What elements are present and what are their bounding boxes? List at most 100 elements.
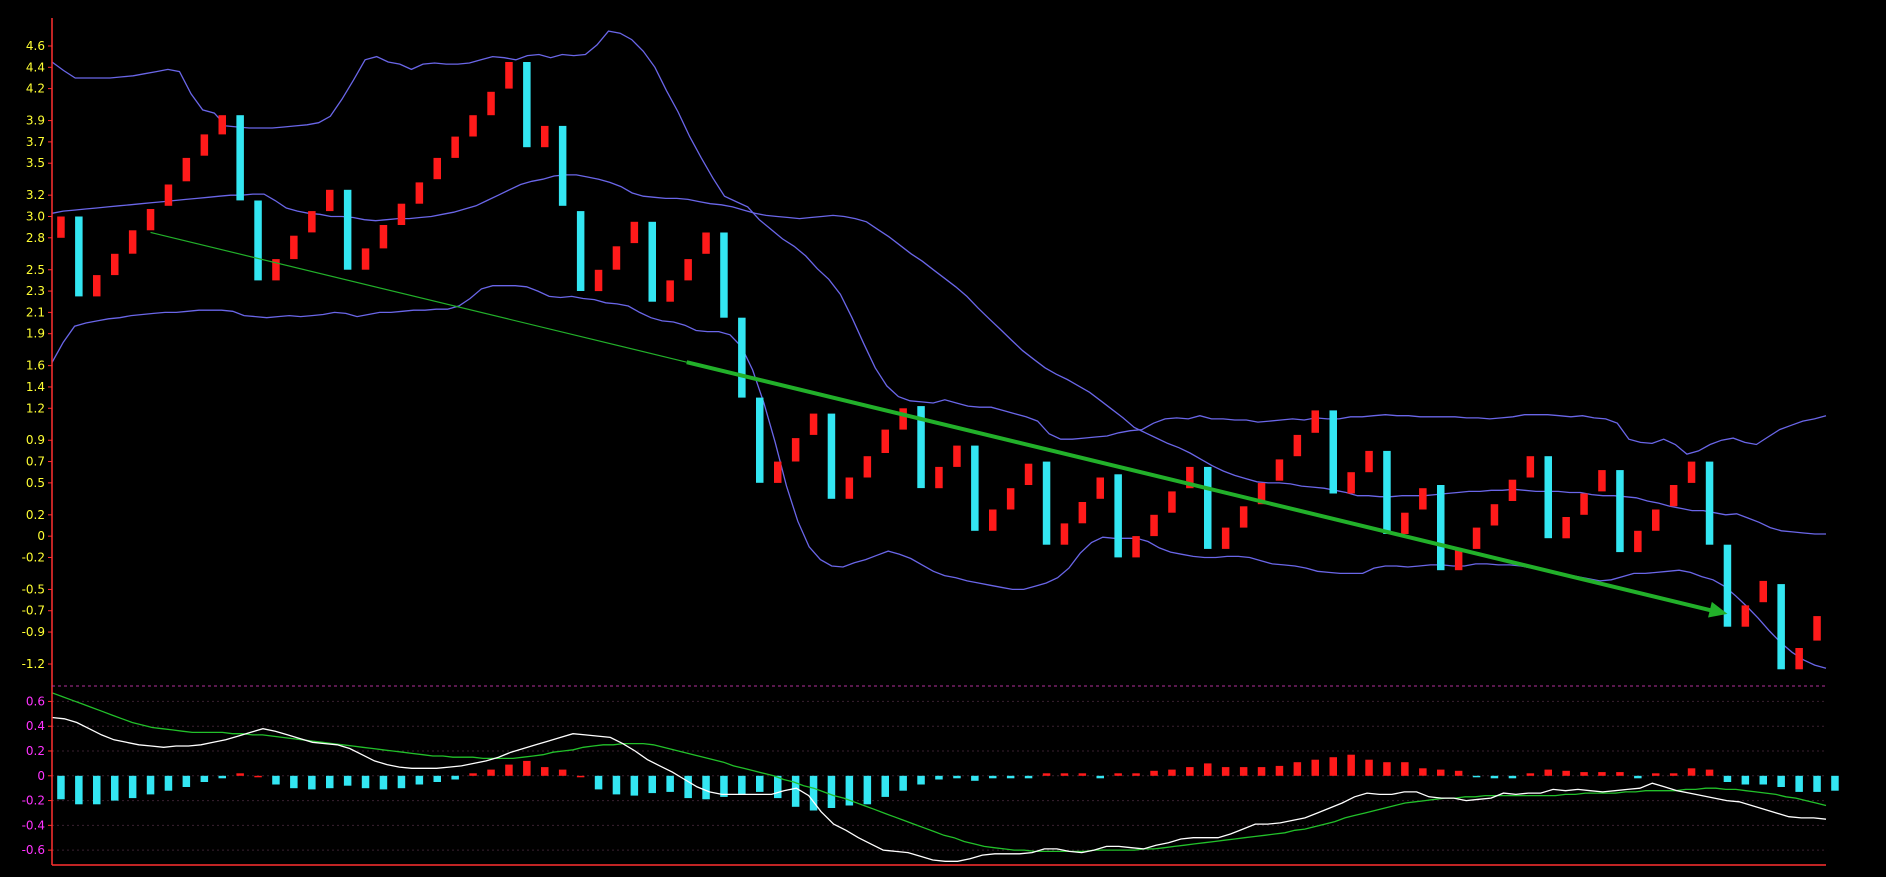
candle-down <box>523 62 531 148</box>
candle-up <box>1598 470 1606 492</box>
macd-bar-negative <box>1759 775 1767 785</box>
candle-up <box>1795 648 1803 670</box>
price-tick-label: -0.9 <box>22 625 45 639</box>
macd-tick-label: -0.6 <box>22 843 45 857</box>
macd-y-axis-ticks: 0.6 0.4 0.2 0 -0.2 -0.4 -0.6 <box>22 694 52 857</box>
price-tick-label: 0.7 <box>26 455 45 469</box>
macd-bar-negative <box>971 775 979 781</box>
trend-arrowhead <box>1708 601 1728 618</box>
macd-bar-negative <box>1508 775 1517 779</box>
macd-bar-negative <box>1096 775 1104 779</box>
candle-down <box>1114 474 1122 558</box>
macd-bar-negative <box>111 775 119 801</box>
price-y-axis-ticks: 4.6 4.4 4.2 3.9 3.7 3.5 3.2 3.0 2.8 2.5 2.3 2.1 1.9 1… <box>22 39 52 671</box>
candle-up <box>1096 477 1104 499</box>
macd-bar-negative <box>1741 775 1750 785</box>
candle-up <box>1562 517 1570 539</box>
macd-bar-positive <box>1616 772 1624 776</box>
macd-bar-negative <box>290 775 298 789</box>
macd-bar-negative <box>720 775 728 797</box>
price-tick-label: 1.9 <box>26 327 45 341</box>
candle-down <box>1544 456 1552 539</box>
candle-up <box>1275 459 1284 481</box>
macd-bar-negative <box>1813 775 1821 792</box>
macd-bar-negative <box>1634 775 1642 779</box>
macd-bar-negative <box>791 775 800 807</box>
candle-up <box>326 189 334 212</box>
candle-down <box>1204 466 1212 549</box>
macd-bar-negative <box>218 775 226 779</box>
price-tick-label: -0.7 <box>22 604 45 618</box>
macd-bar-negative <box>1490 775 1499 779</box>
candle-up <box>1401 512 1409 534</box>
candle-down <box>917 406 925 489</box>
candle-up <box>1257 482 1266 505</box>
candle-down <box>1777 584 1785 670</box>
macd-bar-negative <box>308 775 316 790</box>
candle-up <box>1221 527 1230 549</box>
candle-up <box>93 275 101 297</box>
macd-bar-negative <box>684 775 692 799</box>
price-tick-label: -0.5 <box>22 582 45 596</box>
macd-bar-negative <box>1723 775 1732 782</box>
macd-bar-negative <box>881 775 889 797</box>
candle-up <box>397 203 406 225</box>
candle-up <box>953 445 961 467</box>
macd-bar-positive <box>541 767 549 776</box>
macd-bar-positive <box>1078 773 1087 776</box>
macd-bar-negative <box>774 775 782 799</box>
macd-bar-negative <box>899 775 907 791</box>
macd-panel: 0.6 0.4 0.2 0 -0.2 -0.4 -0.6 <box>22 692 1839 862</box>
macd-bar-positive <box>1275 765 1284 776</box>
candle-up <box>1168 491 1176 513</box>
candle-up <box>469 115 477 137</box>
price-tick-label: 1.4 <box>26 380 45 394</box>
macd-bar-positive <box>1687 768 1696 776</box>
candle-down <box>971 445 979 531</box>
macd-bar-negative <box>182 775 191 787</box>
macd-bar-negative <box>1006 775 1015 779</box>
candle-up <box>290 235 298 260</box>
macd-bar-positive <box>1060 773 1069 776</box>
candle-up <box>1347 472 1355 494</box>
candle-up <box>1580 493 1588 515</box>
candle-up <box>1490 504 1499 526</box>
macd-bar-negative <box>146 775 155 795</box>
candle-up <box>1150 514 1158 537</box>
candle-up <box>164 184 173 206</box>
candle-up <box>1060 523 1069 545</box>
candle-down <box>1042 461 1051 545</box>
candle-up <box>308 211 316 233</box>
macd-bar-positive <box>254 775 262 778</box>
macd-bar-negative <box>702 775 710 800</box>
macd-bar-negative <box>200 775 209 782</box>
candle-down <box>1437 485 1445 571</box>
price-tick-label: 3.5 <box>26 156 45 170</box>
candle-up <box>272 259 280 281</box>
macd-bar-negative <box>1472 775 1481 778</box>
candle-up <box>1669 485 1678 507</box>
trend-line-thick <box>686 360 1718 614</box>
bollinger-upper-line <box>51 30 1827 455</box>
price-tick-label: 2.8 <box>26 231 45 245</box>
macd-bar-negative <box>326 775 334 789</box>
macd-bar-negative <box>164 775 173 791</box>
price-panel: 4.6 4.4 4.2 3.9 3.7 3.5 3.2 3.0 2.8 2.5 2.3 2.1 1.9 1… <box>22 30 1827 671</box>
candle-up <box>146 209 155 231</box>
macd-bar-positive <box>523 760 531 776</box>
macd-bar-negative <box>738 775 746 795</box>
candle-up <box>451 136 459 158</box>
macd-bar-positive <box>469 773 477 776</box>
candle-up <box>1293 434 1302 457</box>
candle-up <box>1006 488 1015 510</box>
macd-bar-negative <box>666 775 674 792</box>
candle-up <box>1186 466 1194 489</box>
candle-down <box>827 413 836 499</box>
macd-tick-label: -0.4 <box>22 818 45 832</box>
macd-bar-positive <box>1544 769 1552 776</box>
trend-line-thin <box>150 231 687 363</box>
macd-bar-positive <box>487 769 495 776</box>
candle-up <box>433 157 441 180</box>
price-tick-label: -1.2 <box>22 657 45 671</box>
